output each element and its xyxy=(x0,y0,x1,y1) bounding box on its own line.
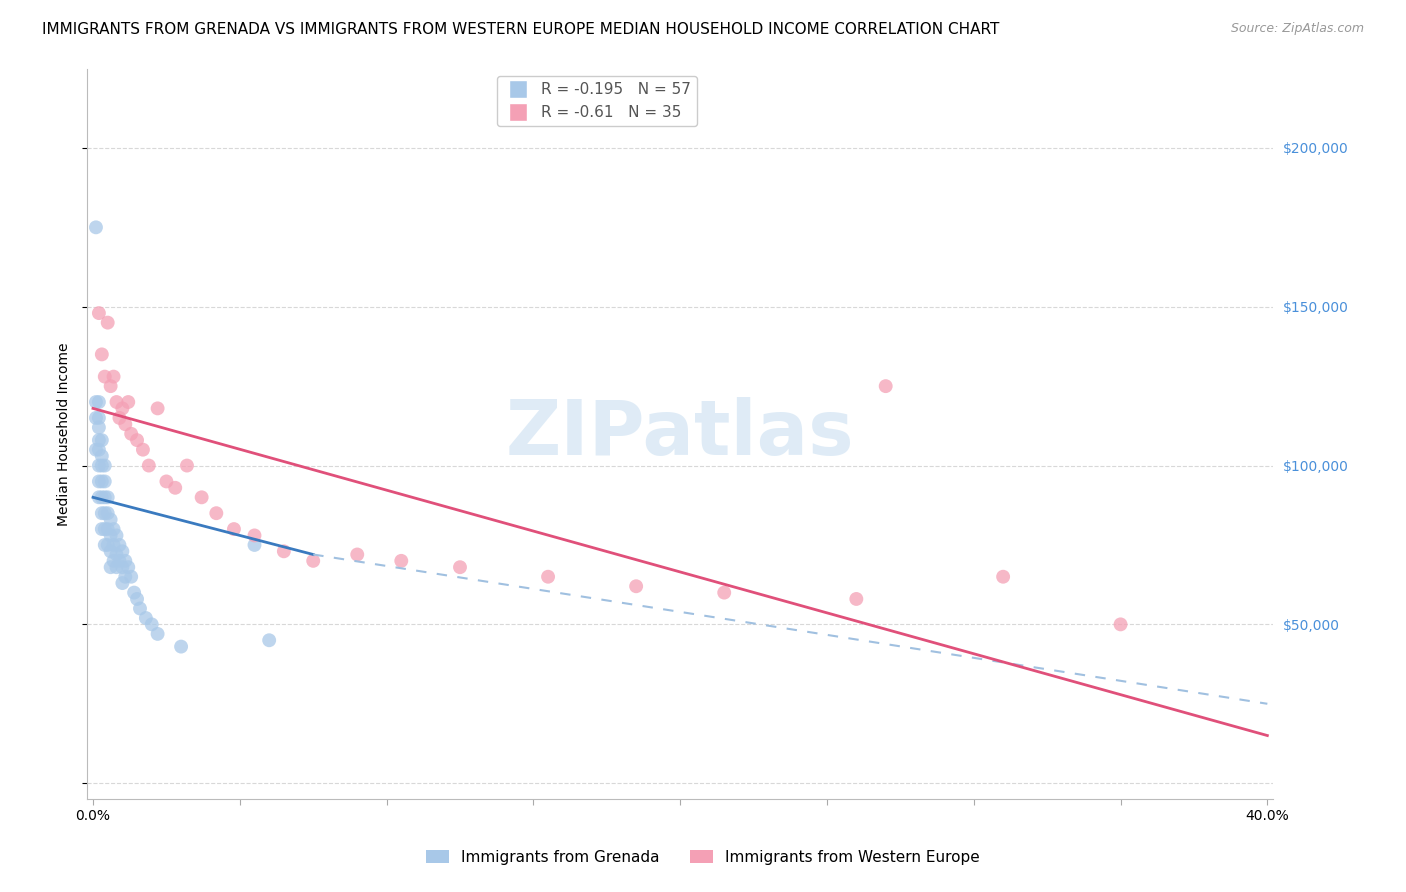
Point xyxy=(105,548,128,562)
Point xyxy=(90,449,112,463)
Point xyxy=(243,528,266,542)
Point xyxy=(90,458,112,473)
Legend: Immigrants from Grenada, Immigrants from Western Europe: Immigrants from Grenada, Immigrants from… xyxy=(420,844,986,871)
Point xyxy=(205,506,228,520)
Point xyxy=(87,491,110,505)
Point xyxy=(125,591,148,606)
Point xyxy=(103,522,125,536)
Point xyxy=(845,591,868,606)
Point xyxy=(84,411,107,425)
Point xyxy=(97,491,120,505)
Point xyxy=(103,538,125,552)
Point xyxy=(138,458,160,473)
Point xyxy=(103,369,125,384)
Point xyxy=(90,475,112,489)
Point xyxy=(94,522,117,536)
Point xyxy=(155,475,177,489)
Point xyxy=(90,491,112,505)
Point xyxy=(117,560,139,574)
Point xyxy=(141,617,163,632)
Point xyxy=(114,570,136,584)
Point xyxy=(105,528,128,542)
Point xyxy=(94,369,117,384)
Y-axis label: Median Household Income: Median Household Income xyxy=(58,342,72,525)
Point xyxy=(97,506,120,520)
Point xyxy=(120,426,142,441)
Point xyxy=(87,442,110,457)
Point xyxy=(114,417,136,432)
Point xyxy=(170,640,193,654)
Point xyxy=(117,395,139,409)
Point xyxy=(111,544,134,558)
Point xyxy=(87,475,110,489)
Point xyxy=(90,433,112,447)
Point xyxy=(257,633,280,648)
Point xyxy=(108,411,131,425)
Text: Source: ZipAtlas.com: Source: ZipAtlas.com xyxy=(1230,22,1364,36)
Point xyxy=(94,491,117,505)
Point xyxy=(114,554,136,568)
Legend: R = -0.195   N = 57, R = -0.61   N = 35: R = -0.195 N = 57, R = -0.61 N = 35 xyxy=(496,76,697,126)
Text: IMMIGRANTS FROM GRENADA VS IMMIGRANTS FROM WESTERN EUROPE MEDIAN HOUSEHOLD INCOM: IMMIGRANTS FROM GRENADA VS IMMIGRANTS FR… xyxy=(42,22,1000,37)
Point xyxy=(125,433,148,447)
Point xyxy=(94,475,117,489)
Point xyxy=(90,506,112,520)
Point xyxy=(111,576,134,591)
Point xyxy=(103,554,125,568)
Point xyxy=(111,401,134,416)
Point xyxy=(624,579,647,593)
Point xyxy=(120,570,142,584)
Point xyxy=(875,379,897,393)
Point xyxy=(84,220,107,235)
Point xyxy=(84,395,107,409)
Point xyxy=(176,458,198,473)
Point xyxy=(105,395,128,409)
Point xyxy=(713,585,735,599)
Point xyxy=(87,395,110,409)
Point xyxy=(97,522,120,536)
Point xyxy=(190,491,212,505)
Point xyxy=(122,585,145,599)
Point xyxy=(87,306,110,320)
Text: ZIPatlas: ZIPatlas xyxy=(506,397,855,471)
Point xyxy=(100,512,122,526)
Point xyxy=(449,560,471,574)
Point xyxy=(87,458,110,473)
Point xyxy=(87,433,110,447)
Point xyxy=(389,554,412,568)
Point xyxy=(165,481,187,495)
Point xyxy=(97,316,120,330)
Point xyxy=(1109,617,1132,632)
Point xyxy=(146,401,169,416)
Point xyxy=(991,570,1014,584)
Point xyxy=(108,538,131,552)
Point xyxy=(90,347,112,361)
Point xyxy=(94,506,117,520)
Point xyxy=(84,442,107,457)
Point xyxy=(87,411,110,425)
Point xyxy=(90,522,112,536)
Point xyxy=(100,544,122,558)
Point xyxy=(135,611,157,625)
Point xyxy=(346,548,368,562)
Point xyxy=(111,560,134,574)
Point xyxy=(100,528,122,542)
Point xyxy=(243,538,266,552)
Point xyxy=(129,601,152,615)
Point xyxy=(100,379,122,393)
Point xyxy=(146,627,169,641)
Point xyxy=(222,522,245,536)
Point xyxy=(97,538,120,552)
Point xyxy=(87,420,110,434)
Point xyxy=(132,442,155,457)
Point xyxy=(105,560,128,574)
Point xyxy=(100,560,122,574)
Point xyxy=(108,554,131,568)
Point xyxy=(94,458,117,473)
Point xyxy=(537,570,560,584)
Point xyxy=(94,538,117,552)
Point xyxy=(273,544,295,558)
Point xyxy=(302,554,325,568)
